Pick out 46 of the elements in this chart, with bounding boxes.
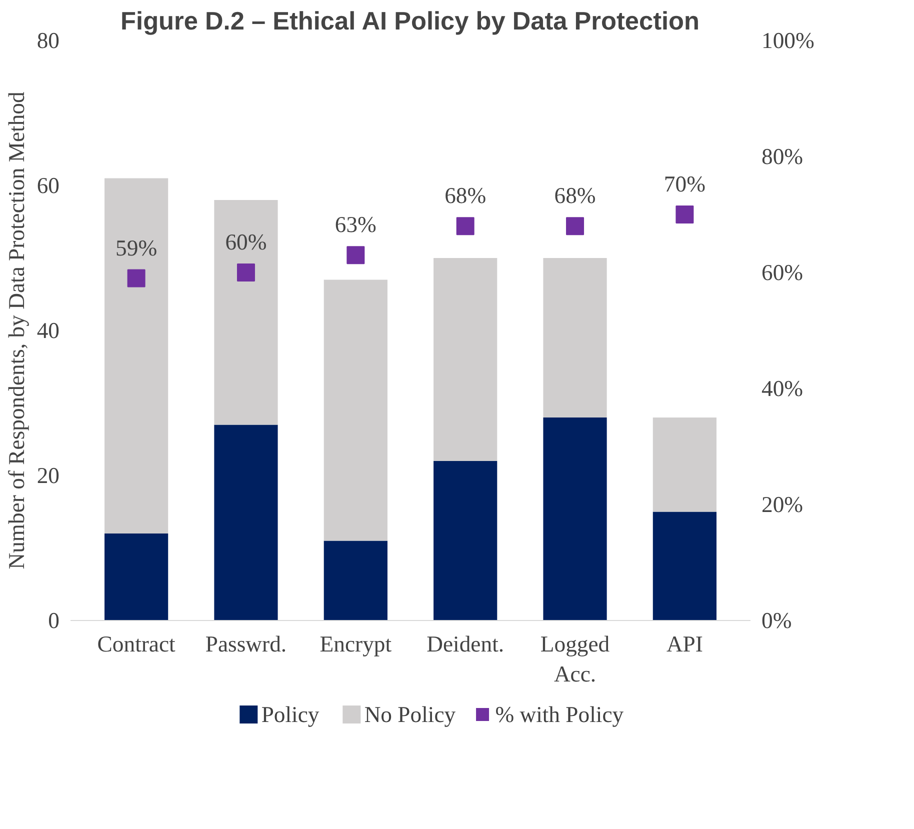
data-label: 68% <box>444 183 486 208</box>
bar <box>214 200 278 425</box>
bar <box>104 534 168 620</box>
legend-label: Policy <box>261 702 320 727</box>
x-tick-label: Deident. <box>426 632 504 656</box>
bar <box>104 178 168 534</box>
bar <box>543 418 607 620</box>
x-tick-label: Encrypt <box>320 632 392 656</box>
y-tick-label: 20 <box>36 463 60 488</box>
point <box>676 206 694 224</box>
point <box>566 217 584 236</box>
y-axis-title: Number of Respondents, by Data Protection Method <box>4 91 29 570</box>
y-tick-label: 0 <box>48 608 60 633</box>
chart-title: Figure D.2 – Ethical AI Policy by Data Protection <box>120 8 700 36</box>
point <box>346 246 365 264</box>
y-tick-label: 80 <box>36 28 60 53</box>
y2-tick-label: 60% <box>762 260 804 285</box>
x-tick-label: Contract <box>97 632 176 656</box>
legend-label: No Policy <box>364 702 456 727</box>
data-label: 60% <box>225 230 267 254</box>
point <box>127 269 146 288</box>
bar <box>214 424 278 620</box>
bar <box>434 461 498 620</box>
y-tick-label: 40 <box>36 318 60 343</box>
x-tick-label: Passwrd. <box>205 632 287 656</box>
data-label: 68% <box>554 183 596 208</box>
bar <box>324 540 388 620</box>
bar <box>652 512 716 620</box>
data-label: 70% <box>664 172 706 196</box>
y2-tick-label: 80% <box>762 144 804 169</box>
bar <box>543 258 607 418</box>
legend-label: % with Policy <box>495 702 624 727</box>
y-tick-label: 60 <box>36 173 60 198</box>
data-label: 59% <box>116 235 158 260</box>
bar <box>652 418 716 512</box>
x-tick-label: API <box>666 632 703 656</box>
y2-tick-label: 0% <box>762 608 792 633</box>
bar <box>324 280 388 541</box>
data-label: 63% <box>334 212 377 238</box>
y2-tick-label: 100% <box>762 28 814 53</box>
y2-tick-label: 40% <box>762 376 804 401</box>
y2-tick-label: 20% <box>762 492 804 517</box>
point <box>236 264 255 282</box>
bar <box>434 258 498 461</box>
point <box>456 217 474 236</box>
x-tick-label: Logged Acc. <box>540 632 610 686</box>
